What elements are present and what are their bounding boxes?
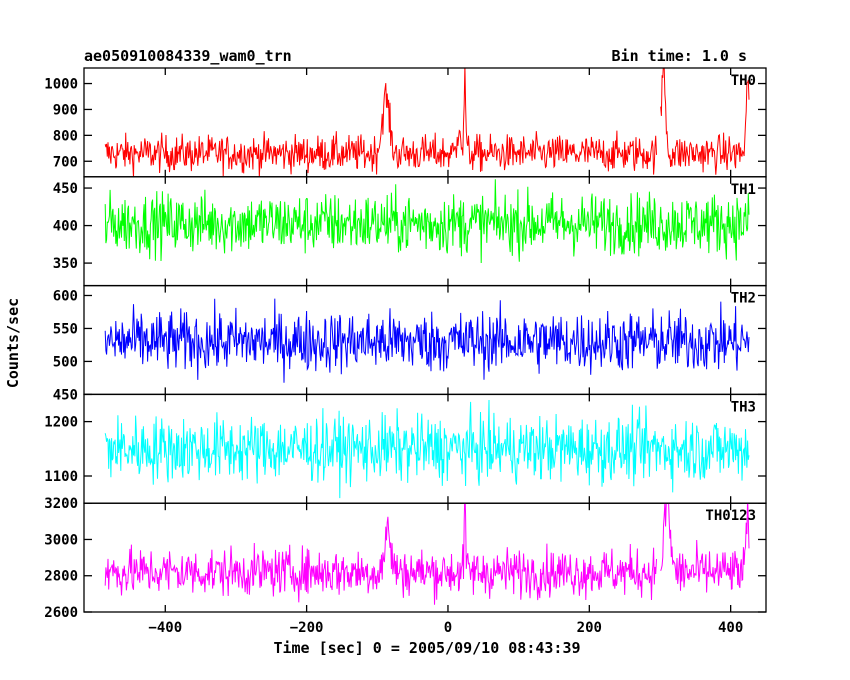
y-tick-label: 3000 xyxy=(44,532,78,548)
y-tick-label: 3200 xyxy=(44,496,78,512)
y-tick-label: 450 xyxy=(53,181,78,197)
y-tick-label: 800 xyxy=(53,128,78,144)
series-line-th2 xyxy=(104,298,750,383)
y-tick-label: 700 xyxy=(53,154,78,170)
y-tick-label: 900 xyxy=(53,102,78,118)
series-line-th1 xyxy=(104,179,750,264)
x-tick-label: 0 xyxy=(444,620,452,636)
y-tick-label: 1000 xyxy=(44,77,78,93)
panel-label-th3: TH3 xyxy=(731,399,756,415)
y-tick-label: 500 xyxy=(53,354,78,370)
x-tick-label: −400 xyxy=(148,620,182,636)
plot-title: ae050910084339_wam0_trn xyxy=(84,47,292,65)
y-tick-label: 550 xyxy=(53,321,78,337)
y-tick-label: 450 xyxy=(53,387,78,403)
y-tick-label: 1100 xyxy=(44,469,78,485)
panel-label-th0: TH0 xyxy=(731,73,756,89)
series-line-th0 xyxy=(104,68,750,177)
y-tick-label: 600 xyxy=(53,288,78,304)
panel-frame xyxy=(83,502,767,613)
series-line-th3 xyxy=(104,399,750,499)
y-tick-label: 1200 xyxy=(44,415,78,431)
y-tick-label: 2600 xyxy=(44,605,78,621)
panel-label-th2: TH2 xyxy=(731,291,756,307)
bin-time-label: Bin time: 1.0 s xyxy=(612,47,747,65)
panel-label-th0123: TH0123 xyxy=(705,508,756,524)
y-tick-label: 400 xyxy=(53,219,78,235)
y-tick-label: 350 xyxy=(53,256,78,272)
series-line-th0123 xyxy=(104,503,750,605)
x-tick-label: 200 xyxy=(577,620,602,636)
x-tick-label: −200 xyxy=(290,620,324,636)
panels-group: 700 800 900 1000 TH0 350 400 450 TH1 450 500 550 600… xyxy=(44,67,767,636)
y-tick-label: 2800 xyxy=(44,569,78,585)
x-tick-label: 400 xyxy=(718,620,743,636)
x-axis-label: Time [sec] 0 = 2005/09/10 08:43:39 xyxy=(273,639,580,657)
panel-label-th1: TH1 xyxy=(731,182,756,198)
y-axis-label: Counts/sec xyxy=(4,298,22,388)
